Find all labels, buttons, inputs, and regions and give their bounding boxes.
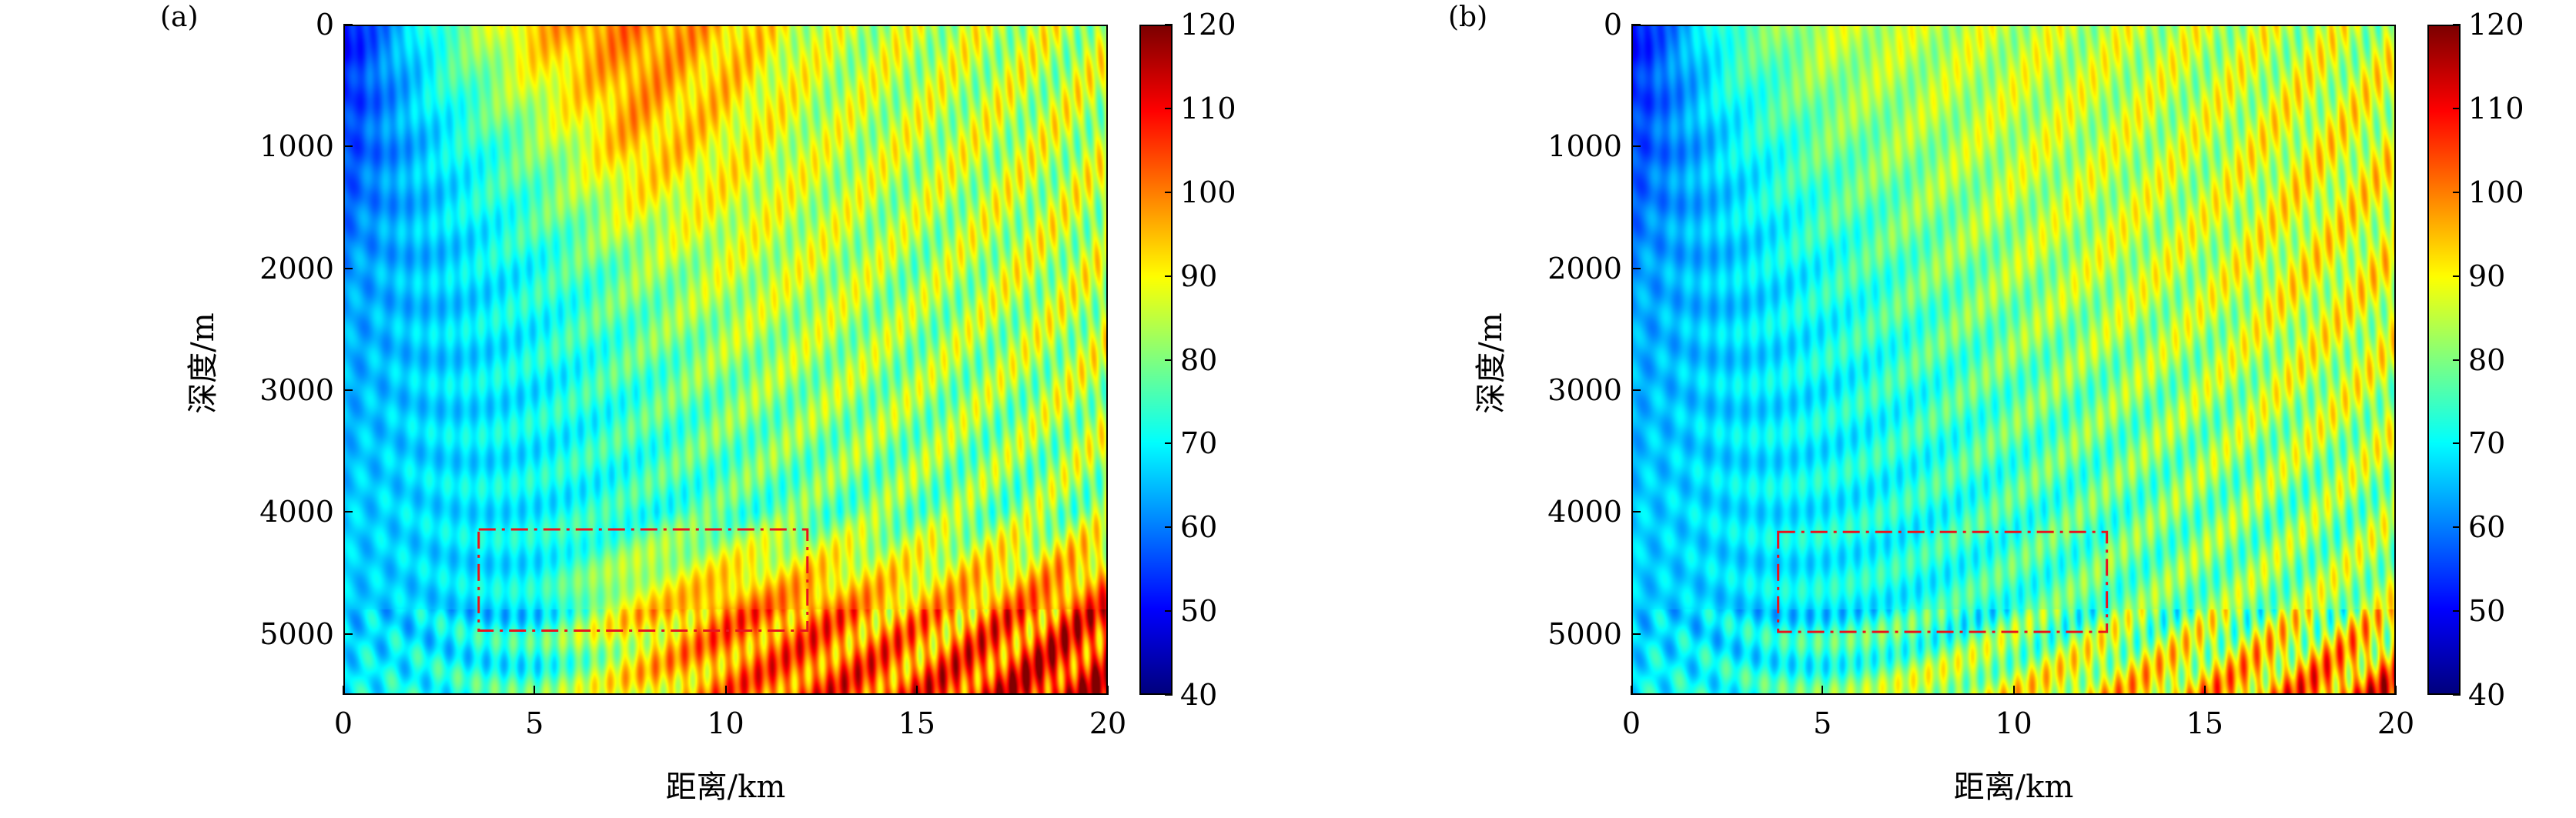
y-tick-label: 4000 bbox=[1547, 495, 1622, 529]
colorbar-tick-mark bbox=[1165, 610, 1173, 613]
y-tick-label: 0 bbox=[1603, 8, 1622, 42]
colorbar-tick-mark bbox=[1165, 694, 1173, 696]
colorbar bbox=[2427, 25, 2461, 695]
annotation-box bbox=[477, 528, 809, 632]
y-tick-mark bbox=[1631, 145, 1641, 148]
x-tick-label: 20 bbox=[2377, 706, 2415, 740]
y-tick-mark bbox=[1631, 389, 1641, 392]
colorbar-tick-mark bbox=[2453, 191, 2461, 193]
y-tick-mark bbox=[1631, 267, 1641, 269]
panel-label: (a) bbox=[160, 2, 199, 33]
colorbar-tick-mark bbox=[1165, 442, 1173, 445]
x-tick-label: 5 bbox=[525, 706, 544, 740]
x-tick-mark bbox=[2203, 686, 2206, 695]
colorbar-tick-mark bbox=[2453, 442, 2461, 445]
y-tick-label: 5000 bbox=[259, 616, 334, 651]
colorbar-tick-label: 40 bbox=[1180, 678, 1218, 712]
colorbar-tick-mark bbox=[2453, 694, 2461, 696]
colorbar-tick-label: 50 bbox=[1180, 594, 1218, 629]
colorbar-tick-label: 70 bbox=[2468, 426, 2506, 461]
panel-b: (b) 0 1000 2000 3000 4000 5000 0 5 10 15 20 距离/km 深度/… bbox=[1288, 0, 2576, 818]
x-tick-label: 10 bbox=[1995, 706, 2032, 740]
colorbar-tick-mark bbox=[1165, 359, 1173, 361]
colorbar-tick-label: 60 bbox=[2468, 510, 2506, 545]
colorbar-tick-mark bbox=[2453, 610, 2461, 613]
colorbar-tick-mark bbox=[2453, 526, 2461, 529]
x-axis-label: 距离/km bbox=[665, 770, 786, 805]
y-tick-mark bbox=[1631, 511, 1641, 513]
y-tick-label: 0 bbox=[315, 8, 334, 42]
y-tick-mark bbox=[343, 267, 353, 269]
colorbar-tick-mark bbox=[2453, 24, 2461, 25]
annotation-rect bbox=[1777, 530, 2109, 633]
colorbar-tick-label: 40 bbox=[2468, 678, 2506, 712]
colorbar-tick-mark bbox=[1165, 191, 1173, 193]
annotation-rect bbox=[477, 528, 809, 632]
x-tick-label: 0 bbox=[1621, 706, 1641, 740]
x-tick-mark bbox=[2012, 686, 2015, 695]
colorbar-tick-mark bbox=[1165, 526, 1173, 529]
colorbar-tick-mark bbox=[1165, 24, 1173, 25]
colorbar-tick-label: 80 bbox=[2468, 342, 2506, 377]
x-tick-label: 15 bbox=[898, 706, 935, 740]
y-axis-label: 深度/m bbox=[186, 312, 221, 414]
x-tick-label: 10 bbox=[707, 706, 744, 740]
y-tick-mark bbox=[343, 389, 353, 392]
colorbar-tick-label: 80 bbox=[1180, 342, 1218, 377]
heatmap-canvas bbox=[1633, 26, 2394, 693]
x-tick-mark bbox=[1631, 686, 1632, 695]
colorbar-tick-label: 110 bbox=[1180, 91, 1236, 125]
x-axis-label: 距离/km bbox=[1953, 770, 2074, 805]
x-tick-mark bbox=[343, 686, 344, 695]
y-tick-label: 1000 bbox=[259, 129, 334, 164]
colorbar-tick-mark bbox=[2453, 107, 2461, 109]
colorbar-tick-label: 100 bbox=[2468, 175, 2524, 209]
x-tick-mark bbox=[724, 686, 727, 695]
y-tick-mark bbox=[343, 24, 353, 25]
colorbar-tick-mark bbox=[2453, 275, 2461, 277]
x-tick-mark bbox=[1822, 686, 1824, 695]
heatmap-canvas bbox=[345, 26, 1106, 693]
panel-label: (b) bbox=[1448, 2, 1488, 33]
y-tick-mark bbox=[343, 511, 353, 513]
x-tick-mark bbox=[1107, 686, 1109, 695]
y-tick-mark bbox=[1631, 633, 1641, 635]
y-tick-label: 1000 bbox=[1547, 129, 1622, 164]
colorbar-tick-label: 120 bbox=[2468, 8, 2524, 42]
colorbar-tick-mark bbox=[1165, 107, 1173, 109]
y-tick-label: 3000 bbox=[1547, 373, 1622, 408]
colorbar-tick-label: 120 bbox=[1180, 8, 1236, 42]
heatmap-plot bbox=[1631, 25, 2396, 695]
y-tick-label: 4000 bbox=[259, 495, 334, 529]
colorbar-tick-label: 60 bbox=[1180, 510, 1218, 545]
heatmap-plot bbox=[343, 25, 1108, 695]
x-tick-label: 15 bbox=[2186, 706, 2223, 740]
colorbar-tick-mark bbox=[2453, 359, 2461, 361]
x-tick-mark bbox=[2395, 686, 2397, 695]
annotation-box bbox=[1777, 530, 2109, 633]
x-tick-mark bbox=[534, 686, 536, 695]
x-tick-mark bbox=[915, 686, 918, 695]
colorbar-tick-label: 90 bbox=[2468, 259, 2506, 293]
y-tick-label: 2000 bbox=[1547, 251, 1622, 285]
x-tick-label: 0 bbox=[333, 706, 353, 740]
colorbar-tick-mark bbox=[1165, 275, 1173, 277]
y-axis-label: 深度/m bbox=[1474, 312, 1509, 414]
y-tick-mark bbox=[343, 145, 353, 148]
y-tick-mark bbox=[1631, 24, 1641, 25]
y-tick-mark bbox=[343, 633, 353, 635]
y-tick-label: 3000 bbox=[259, 373, 334, 408]
colorbar-tick-label: 70 bbox=[1180, 426, 1218, 461]
x-tick-label: 5 bbox=[1813, 706, 1832, 740]
colorbar-tick-label: 50 bbox=[2468, 594, 2506, 629]
panel-a: (a) 0 1000 2000 3000 4000 5000 0 5 10 15 20 距离/km 深度/… bbox=[160, 2, 1236, 805]
y-tick-label: 2000 bbox=[259, 251, 334, 285]
x-tick-label: 20 bbox=[1089, 706, 1127, 740]
colorbar-tick-label: 110 bbox=[2468, 91, 2524, 125]
colorbar-tick-label: 90 bbox=[1180, 259, 1218, 293]
colorbar-tick-label: 100 bbox=[1180, 175, 1236, 209]
y-tick-label: 5000 bbox=[1547, 616, 1622, 651]
